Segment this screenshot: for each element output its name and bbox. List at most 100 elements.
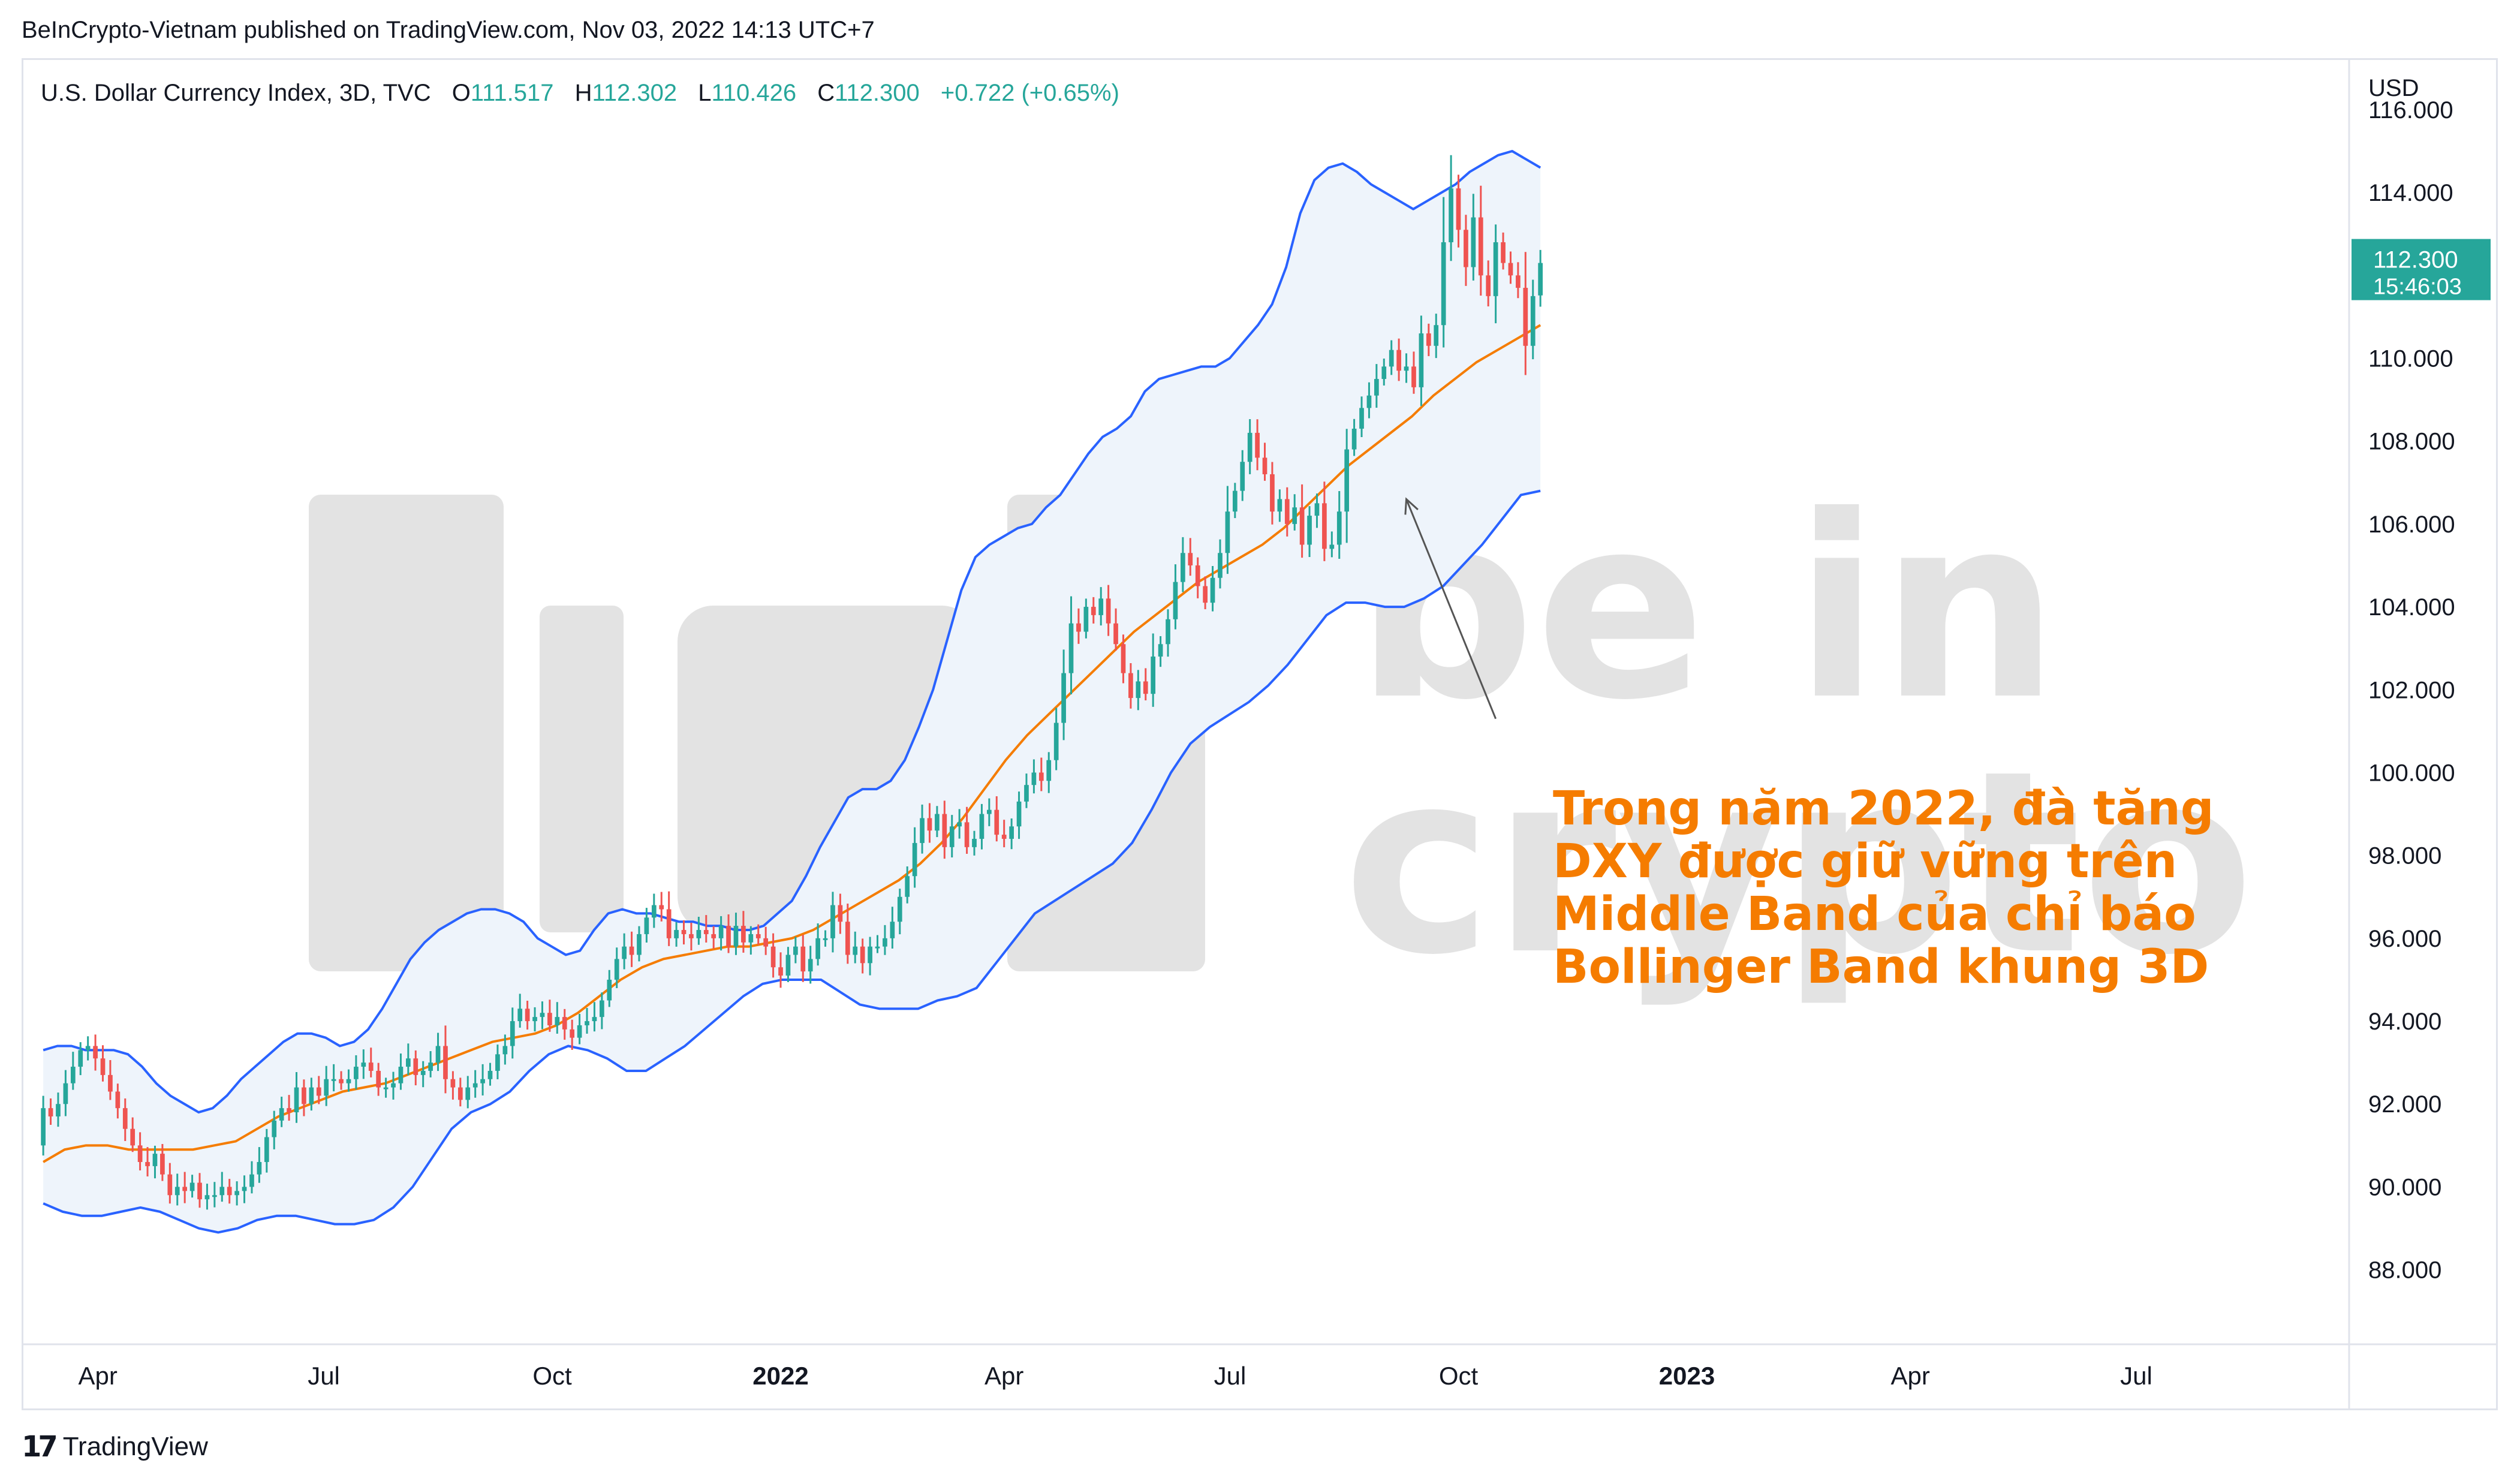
candle-body: [651, 905, 657, 918]
candle-body: [495, 1054, 500, 1071]
candle-body: [1329, 544, 1335, 549]
candle-body: [1493, 242, 1498, 296]
candle-body: [622, 946, 627, 959]
candle-body: [905, 876, 910, 897]
candle-body: [681, 930, 687, 934]
upper-band-line: [43, 150, 1541, 1114]
band-fill: [43, 151, 1541, 1233]
low-value: 110.426: [712, 80, 797, 106]
candle-body: [346, 1079, 351, 1083]
candle-body: [1426, 333, 1431, 346]
annotation-arrow: [1405, 498, 1497, 720]
candle-body: [450, 1079, 456, 1088]
candle-body: [1121, 644, 1126, 673]
time-tick-label: Oct: [532, 1362, 572, 1390]
candle-body: [1113, 623, 1118, 645]
currency-label: USD: [2368, 75, 2419, 101]
candle-body: [1046, 760, 1052, 781]
candle-body: [1299, 507, 1305, 545]
candle-body: [562, 1017, 567, 1030]
candle-body: [145, 1161, 150, 1166]
candle-body: [1068, 623, 1074, 673]
candle-body: [100, 1058, 106, 1075]
candle-body: [815, 938, 820, 959]
candle-body: [875, 946, 880, 949]
candlestick-series: [41, 155, 1543, 1210]
candle-body: [41, 1108, 46, 1146]
tradingview-logo[interactable]: 17 TradingView: [22, 1430, 208, 1464]
candle-body: [845, 922, 850, 955]
candle-body: [540, 1013, 545, 1018]
candle-body: [920, 818, 925, 843]
candle-body: [391, 1083, 396, 1088]
price-tick-label: 92.000: [2368, 1091, 2441, 1118]
candle-body: [1478, 217, 1483, 276]
candle-body: [1404, 366, 1409, 371]
candle-body: [830, 905, 835, 938]
time-tick-label: 2023: [1659, 1362, 1715, 1390]
candle-body: [197, 1182, 202, 1200]
time-tick-label: Jul: [1214, 1362, 1247, 1390]
candle-body: [1218, 553, 1223, 578]
candle-body: [763, 938, 769, 947]
candle-body: [942, 814, 947, 847]
candle-body: [1292, 507, 1297, 524]
candle-body: [748, 934, 754, 943]
candle-body: [1471, 217, 1476, 267]
candle-body: [1255, 432, 1260, 458]
candle-body: [1173, 582, 1178, 619]
bollinger-bands: [43, 150, 1541, 1234]
candle-body: [1434, 325, 1439, 346]
candle-body: [711, 934, 716, 938]
candle-body: [1195, 565, 1200, 586]
candle-body: [1076, 623, 1081, 632]
candle-body: [108, 1074, 113, 1092]
candle-body: [1038, 772, 1044, 781]
candle-body: [234, 1191, 239, 1196]
candle-body: [174, 1187, 180, 1196]
candle-body: [1024, 785, 1029, 802]
time-tick-label: Jul: [308, 1362, 340, 1390]
candle-body: [823, 938, 828, 940]
price-tag-box: [2352, 239, 2491, 300]
candle-body: [122, 1108, 128, 1129]
price-tick-label: 106.000: [2368, 511, 2455, 538]
candle-body: [443, 1046, 448, 1079]
candle-body: [1523, 288, 1528, 346]
candle-body: [242, 1187, 247, 1191]
candle-body: [480, 1079, 485, 1083]
candle-body: [629, 946, 634, 955]
candle-body: [1419, 333, 1424, 387]
candle-body: [1143, 681, 1148, 694]
candle-body: [1538, 263, 1543, 296]
candle-body: [1277, 499, 1282, 512]
annotation-arrowhead: [1404, 497, 1419, 515]
watermark-bracket-left: [309, 495, 504, 971]
candle-body: [472, 1083, 478, 1088]
candle-body: [1441, 242, 1446, 326]
price-tick-label: 104.000: [2368, 594, 2455, 621]
price-tick-label: 88.000: [2368, 1257, 2441, 1284]
annotation-text-line: Middle Band của chỉ báo: [1553, 887, 2196, 941]
candle-body: [1240, 462, 1245, 491]
candle-body: [294, 1087, 299, 1113]
time-tick-label: Apr: [984, 1362, 1023, 1390]
price-tick-label: 90.000: [2368, 1174, 2441, 1200]
annotation-text-line: Bollinger Band khung 3D: [1553, 940, 2209, 994]
candle-body: [525, 1009, 530, 1022]
candle-body: [644, 917, 649, 934]
close-label: C: [817, 80, 835, 106]
candle-body: [1225, 511, 1230, 553]
candle-body: [1128, 673, 1133, 699]
candle-body: [1464, 230, 1468, 267]
candle-body: [987, 809, 992, 814]
annotation-text-line: DXY được giữ vững trên: [1553, 835, 2177, 889]
candle-body: [406, 1058, 411, 1067]
candle-body: [800, 946, 806, 972]
price-tick-label: 94.000: [2368, 1009, 2441, 1035]
candle-body: [1001, 835, 1007, 839]
publisher-line: BeInCrypto-Vietnam published on TradingV…: [22, 17, 875, 43]
price-tick-label: 116.000: [2368, 97, 2453, 124]
